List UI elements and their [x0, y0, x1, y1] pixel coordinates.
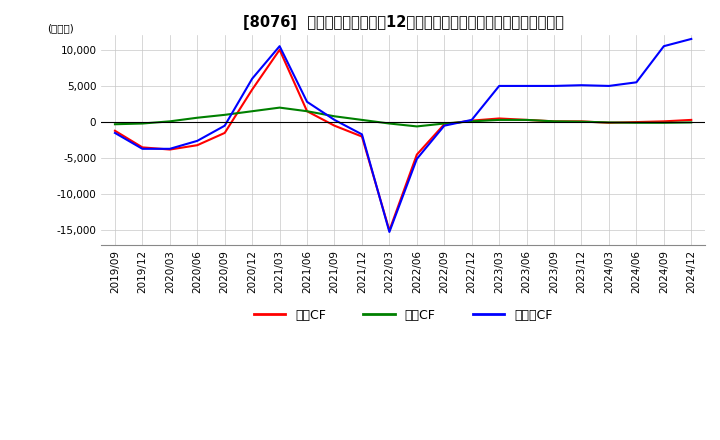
投資CF [138, 121, 147, 126]
Line: フリーCF: フリーCF [115, 39, 691, 232]
営業CF [358, 134, 366, 139]
投資CF [605, 120, 613, 125]
フリーCF [577, 83, 586, 88]
投資CF [550, 119, 559, 124]
フリーCF [495, 83, 503, 88]
営業CF [385, 228, 394, 233]
営業CF [275, 47, 284, 52]
投資CF [495, 117, 503, 123]
投資CF [413, 124, 421, 129]
営業CF [550, 119, 559, 124]
投資CF [166, 119, 174, 124]
営業CF [330, 123, 339, 128]
営業CF [632, 119, 641, 125]
投資CF [248, 109, 256, 114]
投資CF [687, 120, 696, 125]
Line: 投資CF: 投資CF [115, 108, 691, 126]
営業CF [660, 119, 668, 124]
投資CF [330, 114, 339, 119]
フリーCF [302, 99, 311, 104]
営業CF [687, 117, 696, 123]
投資CF [660, 120, 668, 125]
投資CF [522, 117, 531, 123]
投資CF [275, 105, 284, 110]
フリーCF [413, 156, 421, 161]
投資CF [467, 119, 476, 124]
フリーCF [687, 37, 696, 42]
フリーCF [220, 123, 229, 128]
フリーCF [193, 138, 202, 143]
フリーCF [275, 44, 284, 49]
営業CF [111, 128, 120, 133]
投資CF [385, 121, 394, 126]
営業CF [467, 118, 476, 123]
フリーCF [467, 117, 476, 123]
営業CF [138, 145, 147, 150]
フリーCF [550, 83, 559, 88]
営業CF [577, 119, 586, 124]
Text: (百万円): (百万円) [47, 23, 73, 33]
営業CF [495, 116, 503, 121]
営業CF [605, 120, 613, 125]
フリーCF [166, 146, 174, 151]
投資CF [302, 109, 311, 114]
フリーCF [385, 229, 394, 235]
フリーCF [440, 123, 449, 128]
営業CF [248, 87, 256, 92]
営業CF [522, 117, 531, 123]
営業CF [413, 152, 421, 157]
営業CF [440, 121, 449, 127]
投資CF [358, 117, 366, 123]
フリーCF [138, 146, 147, 151]
投資CF [111, 121, 120, 127]
営業CF [302, 109, 311, 114]
営業CF [193, 143, 202, 148]
フリーCF [660, 44, 668, 49]
フリーCF [632, 80, 641, 85]
フリーCF [248, 76, 256, 81]
Line: 営業CF: 営業CF [115, 50, 691, 231]
投資CF [440, 121, 449, 126]
投資CF [220, 112, 229, 117]
Title: [8076]  キャッシュフローの12か月移動合計の対前年同期増減額の推移: [8076] キャッシュフローの12か月移動合計の対前年同期増減額の推移 [243, 15, 564, 30]
フリーCF [330, 117, 339, 123]
フリーCF [605, 83, 613, 88]
投資CF [632, 120, 641, 125]
営業CF [220, 130, 229, 136]
投資CF [577, 119, 586, 125]
フリーCF [358, 132, 366, 137]
Legend: 営業CF, 投資CF, フリーCF: 営業CF, 投資CF, フリーCF [248, 304, 557, 327]
投資CF [193, 115, 202, 121]
営業CF [166, 147, 174, 152]
フリーCF [111, 130, 120, 136]
フリーCF [522, 83, 531, 88]
